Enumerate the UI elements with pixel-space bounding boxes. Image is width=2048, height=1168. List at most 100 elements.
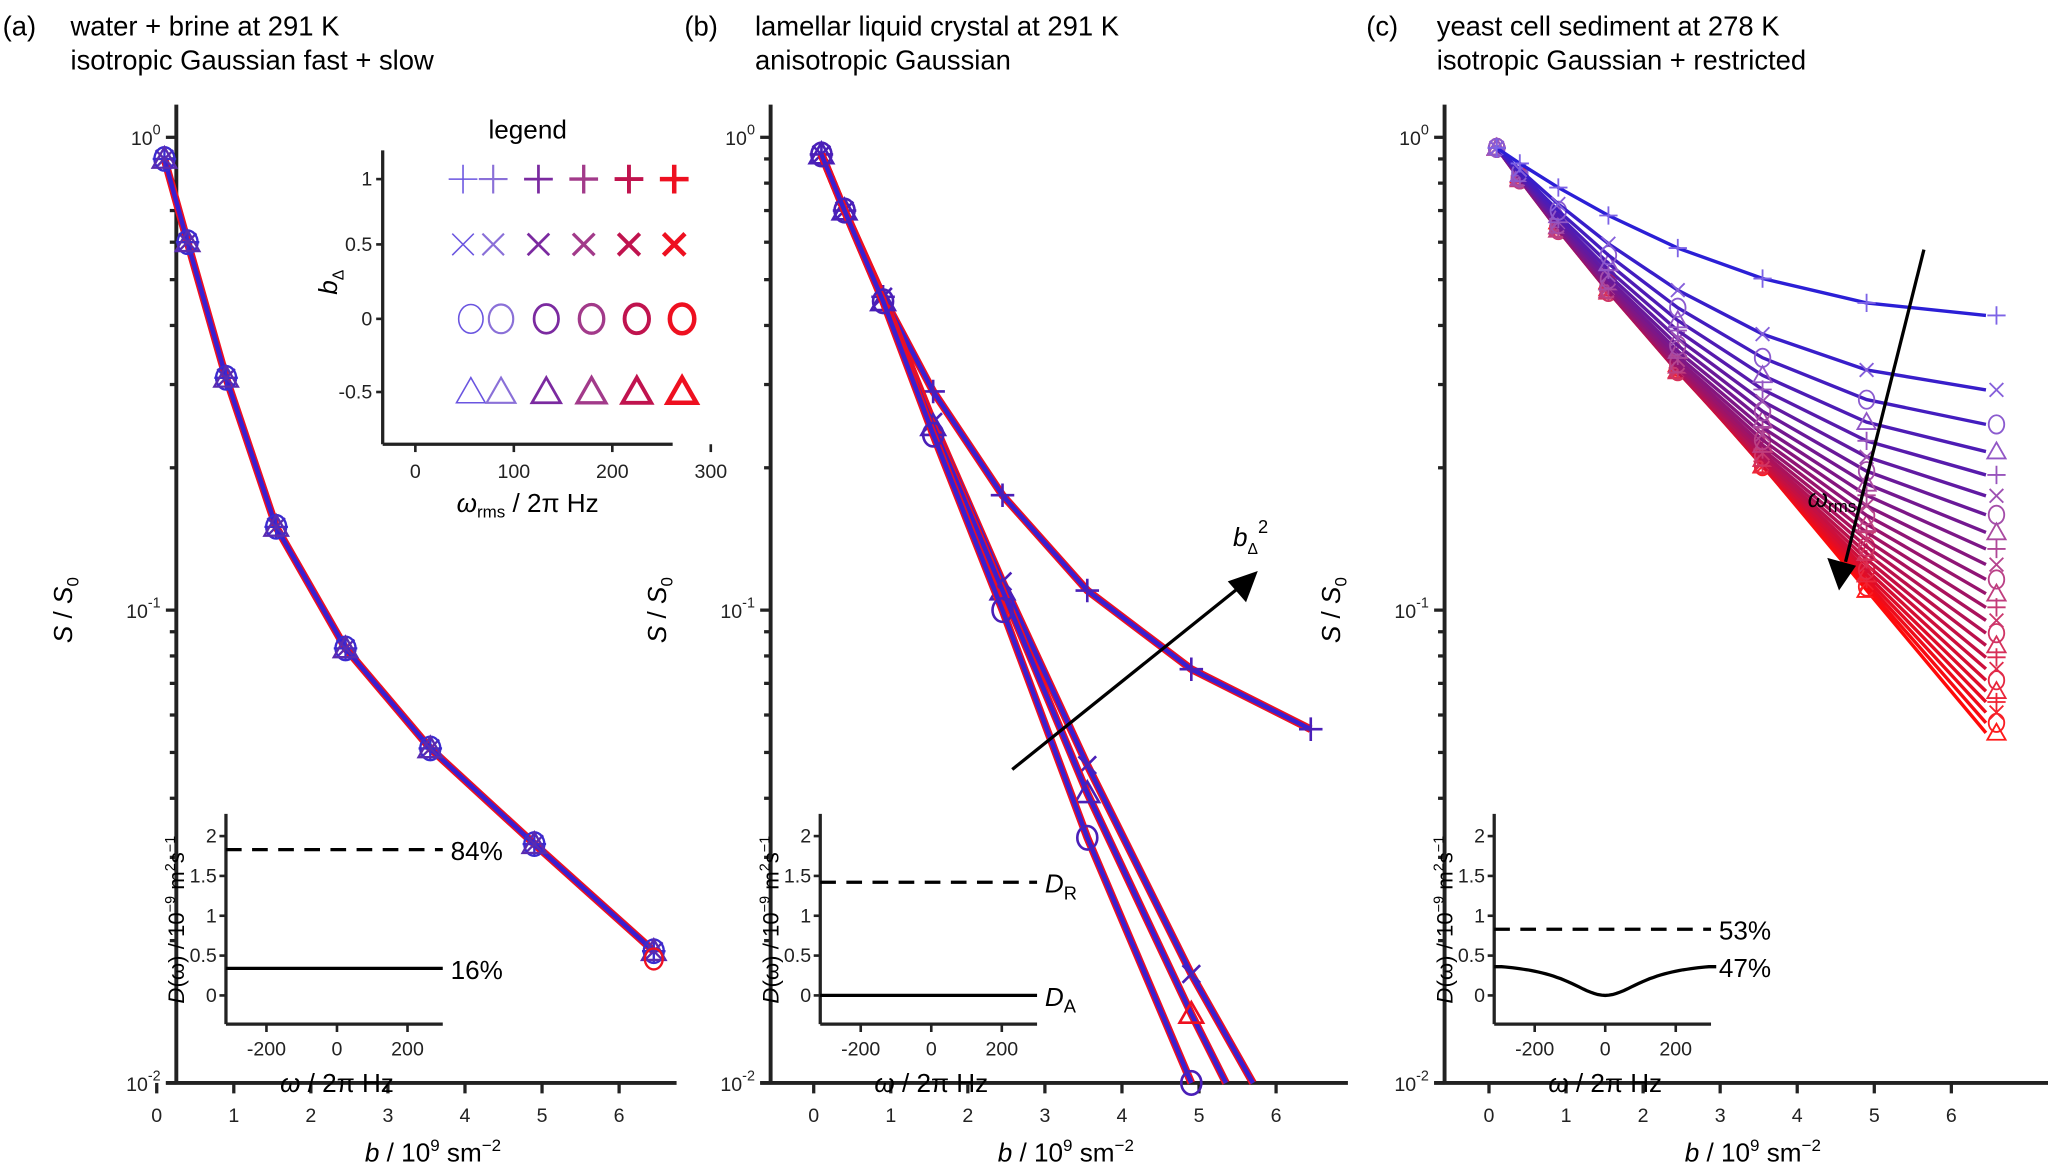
plus-marker	[1549, 178, 1568, 197]
triangle-marker	[1985, 521, 2008, 541]
y-tick-label: 10-2	[126, 1068, 161, 1095]
triangle-marker	[416, 734, 445, 759]
inset-y-label: D(ω) / 10−9 m2s−1	[757, 836, 783, 1004]
legend-triangle-marker	[484, 375, 518, 404]
plus-marker	[1857, 486, 1876, 505]
y-tick-label: 10-1	[126, 596, 161, 623]
circle-marker	[1987, 569, 2006, 590]
plus-marker	[1857, 523, 1876, 542]
plus-marker	[1179, 657, 1204, 681]
b-delta-arrow	[1011, 582, 1245, 771]
plus-marker	[1987, 306, 2006, 325]
arrow-head-icon	[1827, 557, 1856, 591]
legend-plus-marker	[569, 164, 599, 194]
panel-label-b: (b)	[684, 10, 718, 41]
inset-x-tick-label: -200	[1515, 1039, 1554, 1061]
legend-triangle-marker	[529, 374, 564, 405]
inset-y-tick-label: 1	[1474, 905, 1485, 927]
diffusion-spectrum-inset: 2 1.5 1 0.5 0 -200 0 200 ω / 2π Hz D(ω) / 10−9 m2…	[757, 813, 1077, 1098]
y-axis-label: S / S0	[1316, 577, 1351, 643]
legend-y-tick-label: 0	[361, 308, 372, 330]
fit-line	[1495, 146, 1987, 534]
cross-marker	[1859, 362, 1875, 378]
x-axis-label: b / 109 sm−2	[365, 1136, 501, 1167]
circle-marker	[991, 597, 1014, 624]
triangle-marker	[1985, 582, 2008, 602]
plus-marker	[1857, 431, 1876, 450]
D-A-label: DA	[1045, 982, 1077, 1017]
legend-circle-marker	[577, 302, 606, 335]
fit-line-red	[817, 152, 1313, 733]
y-tick-label: 10-1	[720, 596, 755, 623]
inset-x-tick-label: -200	[247, 1039, 286, 1061]
data-point-cluster	[150, 144, 179, 172]
data-point-cluster	[212, 363, 240, 391]
cross-marker	[1181, 964, 1202, 984]
legend-x-tick-label: 0	[410, 461, 421, 483]
plus-marker	[1987, 692, 2006, 712]
x-tick-label: 2	[305, 1105, 316, 1127]
circle-marker	[1857, 389, 1876, 410]
data-point-cluster	[520, 829, 549, 858]
legend-triangle-marker	[574, 374, 609, 405]
arrow-head-icon	[1227, 570, 1258, 603]
circle-marker	[1987, 670, 2006, 691]
cross-marker	[644, 941, 664, 961]
plus-marker	[990, 483, 1015, 507]
plus-marker	[1987, 465, 2006, 485]
b-delta-squared-annotation: bΔ2	[1011, 516, 1268, 771]
plus-marker	[1668, 321, 1687, 340]
circle-marker	[921, 421, 945, 448]
restricted-component-curve	[1494, 965, 1717, 998]
x-tick-label: 4	[1792, 1105, 1803, 1127]
y-tick-label: 100	[131, 123, 161, 150]
legend-cross-marker	[661, 232, 687, 257]
slow-fraction-label: 16%	[451, 955, 503, 985]
circle-marker	[1669, 297, 1687, 318]
x-tick-label: 4	[460, 1105, 471, 1127]
cross-marker	[1988, 612, 2004, 628]
inset-x-tick-label: 0	[926, 1039, 937, 1061]
y-tick-label: 10-2	[1394, 1068, 1429, 1095]
triangle-marker	[1855, 472, 1878, 492]
inset-x-label: ω / 2π Hz	[874, 1068, 988, 1098]
fit-line	[1495, 146, 1987, 318]
triangle-marker	[1985, 680, 2008, 700]
x-tick-label: 5	[1194, 1105, 1205, 1127]
legend-plus-marker	[478, 164, 508, 194]
legend-cross-marker	[481, 232, 505, 256]
plus-marker	[1299, 717, 1323, 741]
inset-y-tick-label: 1.5	[1458, 865, 1485, 887]
fit-line-blue	[162, 158, 656, 953]
cross-marker	[1988, 661, 2004, 677]
inset-y-tick-label: 1.5	[190, 865, 217, 887]
triangle-marker	[150, 144, 179, 169]
legend-triangle-marker	[455, 376, 487, 404]
panel-a-title: water + brine at 291 K	[70, 10, 340, 41]
legend-plus-marker	[659, 164, 689, 194]
x-tick-label: 3	[1039, 1105, 1050, 1127]
circle-marker	[810, 141, 833, 168]
circle-marker	[1075, 824, 1099, 851]
inset-y-tick-label: 1.5	[784, 865, 811, 887]
legend-circle-marker	[667, 302, 697, 336]
cross-marker	[1755, 393, 1771, 409]
plus-marker	[1487, 138, 1506, 157]
inset-x-tick-label: 0	[1600, 1039, 1611, 1061]
plus-marker	[1987, 539, 2006, 559]
cross-marker	[1600, 236, 1616, 252]
inset-y-label: D(ω) / 10−9 m2s−1	[163, 836, 189, 1004]
x-axis-label: b / 109 sm−2	[1685, 1136, 1821, 1167]
data-point-cluster	[416, 734, 445, 762]
inset-x-label: ω / 2π Hz	[280, 1068, 394, 1098]
circle-marker	[1599, 245, 1618, 266]
triangle-marker	[173, 228, 202, 253]
free-fraction-label: 53%	[1719, 916, 1771, 946]
panel-c-subtitle: isotropic Gaussian + restricted	[1437, 44, 1806, 75]
inset-y-label: D(ω) / 10−9 m2s−1	[1431, 836, 1457, 1004]
triangle-marker	[331, 634, 360, 659]
panel-a-subtitle: isotropic Gaussian fast + slow	[71, 44, 435, 75]
inset-y-tick-label: 1	[800, 905, 811, 927]
cross-marker	[177, 232, 198, 252]
